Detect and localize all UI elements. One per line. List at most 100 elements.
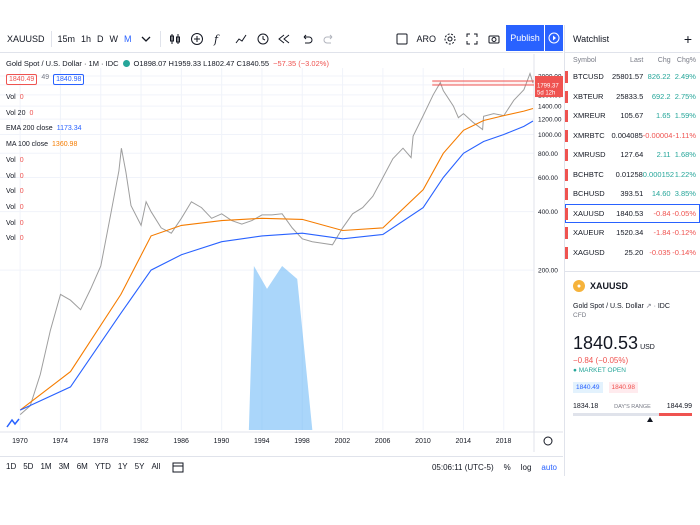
- indicator-row[interactable]: Vol 0: [6, 157, 24, 164]
- range-5y[interactable]: 5Y: [134, 462, 145, 471]
- camera-icon[interactable]: [485, 30, 503, 48]
- indicator-row[interactable]: Vol 0: [6, 94, 24, 101]
- watchlist-chg: 14.60: [651, 189, 671, 199]
- detail-buy-pill[interactable]: 1840.98: [608, 382, 638, 393]
- price-chart[interactable]: 200.00 400.00 600.00 800.00 1000.00 1200.00 14…: [0, 54, 563, 452]
- indicator-row[interactable]: EMA 200 close 1173.34: [6, 125, 82, 132]
- undo-icon[interactable]: [298, 30, 316, 48]
- watchlist-row[interactable]: BCHUSD 393.51 14.60 3.85%: [565, 184, 700, 204]
- range-buttons: 1D 5D 1M 3M 6M YTD 1Y 5Y All: [6, 462, 167, 471]
- clock-readout[interactable]: 05:06:11 (UTC-5): [431, 462, 494, 472]
- interval-w[interactable]: W: [109, 33, 119, 44]
- chevron-down-icon[interactable]: [137, 30, 155, 48]
- row-flag-icon[interactable]: [565, 188, 568, 200]
- layout-square-icon[interactable]: [393, 30, 411, 48]
- row-flag-icon[interactable]: [565, 246, 568, 259]
- watchlist-row[interactable]: BTCUSD 25801.57 826.22 2.49%: [565, 67, 700, 87]
- row-flag-icon[interactable]: [565, 129, 568, 142]
- percent-scale-toggle[interactable]: %: [503, 462, 511, 472]
- range-5d[interactable]: 5D: [23, 462, 34, 471]
- symbol-search[interactable]: XAUUSD: [7, 33, 45, 44]
- legend-change: −57.35 (−3.02%): [273, 59, 329, 68]
- market-status-dot-icon: [122, 60, 130, 67]
- range-low: 1834.18: [573, 403, 599, 410]
- row-flag-icon[interactable]: [565, 168, 568, 181]
- detail-currency: USD: [640, 344, 655, 351]
- col-symbol[interactable]: Symbol: [573, 57, 597, 64]
- x-tick-label: 1986: [173, 438, 189, 445]
- row-flag-icon[interactable]: [565, 90, 568, 103]
- range-all[interactable]: All: [151, 462, 161, 471]
- replay-icon[interactable]: [276, 30, 294, 48]
- buy-price-pill[interactable]: 1840.98: [53, 74, 85, 85]
- add-symbol-icon[interactable]: +: [683, 30, 692, 47]
- row-flag-icon[interactable]: [565, 71, 568, 83]
- goto-date-icon[interactable]: [169, 458, 187, 476]
- play-arrow-icon[interactable]: [545, 25, 563, 51]
- indicator-row[interactable]: Vol 0: [6, 204, 24, 211]
- indicator-row[interactable]: Vol 0: [6, 188, 24, 195]
- candles-icon[interactable]: [166, 30, 184, 48]
- indicator-row[interactable]: Vol 0: [6, 173, 24, 180]
- publish-button[interactable]: Publish: [506, 25, 544, 51]
- watchlist-symbol: BCHUSD: [573, 189, 605, 199]
- watchlist-last: 25.20: [624, 247, 644, 257]
- settings-gear-icon[interactable]: [441, 30, 459, 48]
- add-indicator-icon[interactable]: [188, 30, 206, 48]
- row-flag-icon[interactable]: [565, 207, 568, 220]
- function-icon[interactable]: f: [210, 30, 228, 48]
- sell-price-pill[interactable]: 1840.49: [6, 74, 38, 85]
- detail-sell-pill[interactable]: 1840.49: [573, 382, 603, 393]
- watchlist-row[interactable]: XBTEUR 25833.5 692.2 2.75%: [565, 87, 700, 107]
- watchlist-row[interactable]: XAUEUR 1520.34 -1.84 -0.12%: [565, 223, 700, 243]
- log-scale-toggle[interactable]: log: [520, 462, 532, 472]
- y-tick-label: 1000.00: [538, 132, 562, 139]
- watchlist-pct: -0.12%: [672, 228, 696, 238]
- watchlist-row[interactable]: XAGUSD 25.20 -0.035 -0.14%: [565, 243, 700, 263]
- interval-m[interactable]: M: [124, 33, 132, 44]
- watchlist-symbol: XBTEUR: [573, 91, 604, 101]
- indicator-row[interactable]: Vol 0: [6, 220, 24, 227]
- range-3m[interactable]: 3M: [58, 462, 70, 471]
- redo-icon[interactable]: [320, 30, 338, 48]
- market-status: ● MARKET OPEN: [573, 367, 626, 374]
- detail-symbol: XAUUSD: [590, 281, 629, 291]
- watchlist-row[interactable]: XMRBTC 0.004085 -0.00004 -1.11%: [565, 126, 700, 146]
- col-chg-pct[interactable]: Chg%: [676, 57, 696, 64]
- alert-icon[interactable]: [254, 30, 272, 48]
- row-flag-icon[interactable]: [565, 110, 568, 122]
- fullscreen-icon[interactable]: [463, 30, 481, 48]
- row-flag-icon[interactable]: [565, 227, 568, 239]
- interval-1h[interactable]: 1h: [81, 33, 92, 44]
- auto-scale-toggle[interactable]: auto: [541, 462, 557, 472]
- x-tick-label: 2006: [375, 438, 391, 445]
- interval-d[interactable]: D: [97, 33, 104, 44]
- indicator-row[interactable]: Vol 0: [6, 235, 24, 242]
- chart-area[interactable]: 200.00 400.00 600.00 800.00 1000.00 1200.00 14…: [0, 54, 563, 452]
- x-tick-label: 1982: [133, 438, 149, 445]
- range-1y[interactable]: 1Y: [117, 462, 128, 471]
- watchlist-pct: 3.85%: [674, 189, 696, 199]
- watchlist-pct: 1.59%: [674, 111, 696, 121]
- indicator-row[interactable]: MA 100 close 1360.98: [6, 141, 77, 148]
- col-chg[interactable]: Chg: [657, 57, 671, 64]
- watchlist-row[interactable]: XAUUSD 1840.53 -0.84 -0.05%: [565, 203, 700, 223]
- x-tick-label: 1998: [294, 438, 310, 445]
- indicator-row[interactable]: Vol 20 0: [6, 110, 33, 117]
- currency-selector[interactable]: ARO: [416, 33, 436, 44]
- interval-15m[interactable]: 15m: [57, 33, 76, 44]
- templates-icon[interactable]: [232, 30, 250, 48]
- watchlist-row[interactable]: BCHBTC 0.01258 0.000152 1.22%: [565, 165, 700, 185]
- watchlist-row[interactable]: XMREUR 105.67 1.65 1.59%: [565, 106, 700, 126]
- watchlist-row[interactable]: XMRUSD 127.64 2.11 1.68%: [565, 145, 700, 165]
- indicator-label: Vol: [6, 219, 16, 227]
- range-6m[interactable]: 6M: [76, 462, 88, 471]
- row-flag-icon[interactable]: [565, 149, 568, 161]
- watchlist-title[interactable]: Watchlist: [573, 33, 610, 44]
- col-last[interactable]: Last: [630, 57, 644, 64]
- range-1d[interactable]: 1D: [6, 462, 17, 471]
- x-tick-label: 1990: [214, 438, 230, 445]
- range-ytd[interactable]: YTD: [94, 462, 111, 471]
- external-link-icon[interactable]: ↗ ·: [645, 303, 658, 310]
- range-1m[interactable]: 1M: [40, 462, 52, 471]
